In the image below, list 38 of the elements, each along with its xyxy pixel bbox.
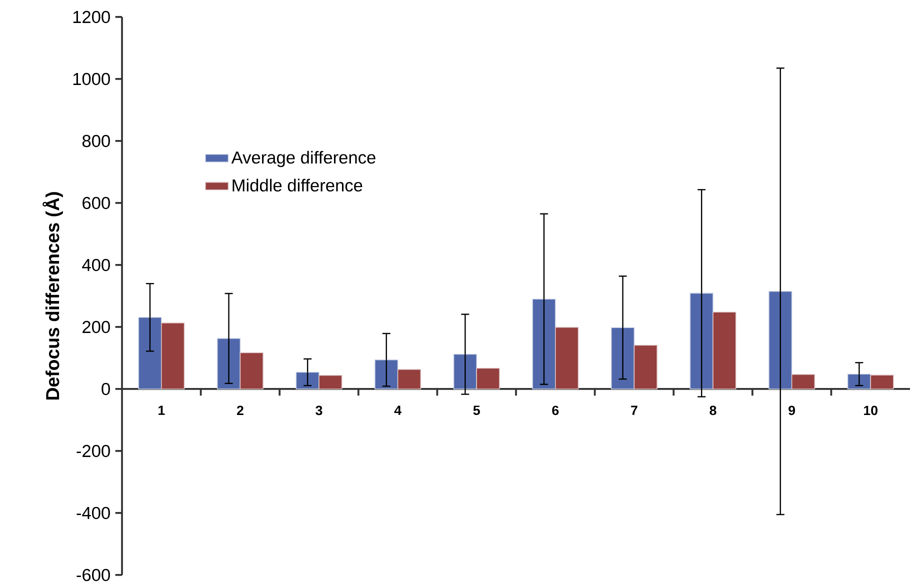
bar <box>712 312 736 390</box>
y-tick-label: -600 <box>76 568 110 582</box>
bar <box>453 354 478 390</box>
bar <box>476 368 500 390</box>
bar <box>138 316 162 390</box>
bar <box>555 326 579 390</box>
bar <box>161 322 185 390</box>
y-tick-label: 1000 <box>73 72 110 86</box>
y-tick-label: 400 <box>82 258 110 272</box>
bar <box>847 374 872 390</box>
legend-label: Middle difference <box>232 178 362 192</box>
y-tick-label: 800 <box>82 134 110 148</box>
x-tick-label: 10 <box>864 406 878 416</box>
x-tick-label: 1 <box>158 406 165 415</box>
bar <box>768 290 792 390</box>
bar <box>791 374 816 390</box>
legend-label: Average difference <box>231 150 376 168</box>
x-tick-label: 9 <box>788 406 796 416</box>
x-tick-label: 8 <box>710 406 716 416</box>
bar <box>397 369 422 390</box>
x-tick-label: 4 <box>394 406 402 415</box>
bar <box>690 292 714 390</box>
x-tick-label: 6 <box>552 406 559 416</box>
y-axis-title: Defocus differences (Å) <box>42 192 63 400</box>
x-tick-label: 3 <box>316 406 322 416</box>
y-tick-label: 200 <box>82 320 110 334</box>
bar <box>318 374 342 390</box>
x-tick-label: 2 <box>236 406 244 416</box>
y-tick-label: -400 <box>76 506 110 520</box>
x-tick-label: 5 <box>473 406 480 415</box>
bar <box>870 374 894 390</box>
x-tick-label: 7 <box>631 406 638 415</box>
bar <box>634 344 658 390</box>
y-tick-label: -200 <box>76 444 110 458</box>
y-tick-label: 0 <box>102 382 110 396</box>
y-tick-label: 600 <box>82 196 110 210</box>
bar <box>240 352 264 390</box>
y-tick-label: 1200 <box>73 10 110 24</box>
